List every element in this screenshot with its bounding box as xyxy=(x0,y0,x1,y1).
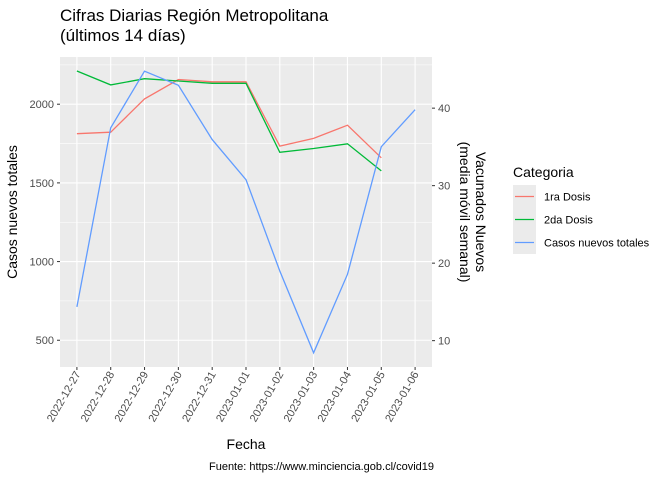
series-line xyxy=(76,70,382,172)
y-tick-label: 1000 xyxy=(30,257,54,269)
x-tick-label: 2022-12-27 xyxy=(45,370,84,425)
series-line xyxy=(76,78,382,159)
y2-tick-label: 10 xyxy=(438,336,450,348)
x-tick-label: 2023-01-01 xyxy=(214,370,253,425)
x-axis-title: Fecha xyxy=(227,436,266,452)
x-tick-label: 2022-12-29 xyxy=(113,370,152,425)
y-tick-label: 1500 xyxy=(30,178,54,190)
legend-label: 1ra Dosis xyxy=(544,192,591,204)
series-line xyxy=(76,70,416,355)
y2-axis-title: (media móvil semanal) xyxy=(457,142,473,283)
chart-title: (últimos 14 días) xyxy=(60,26,186,45)
y2-axis-title: Vacunados Nuevos xyxy=(473,152,489,272)
y-tick-label: 500 xyxy=(36,335,54,347)
x-tick-label: 2023-01-05 xyxy=(349,370,388,425)
y-axis-title: Casos nuevos totales xyxy=(4,145,20,279)
caption: Fuente: https://www.minciencia.gob.cl/co… xyxy=(209,461,434,473)
y-tick-label: 2000 xyxy=(30,99,54,111)
legend-label: Casos nuevos totales xyxy=(544,238,650,250)
y2-tick-label: 40 xyxy=(438,103,450,115)
x-tick-label: 2023-01-04 xyxy=(316,370,355,425)
y2-tick-label: 20 xyxy=(438,258,450,270)
x-tick-label: 2022-12-31 xyxy=(180,370,219,425)
x-tick-label: 2022-12-30 xyxy=(146,370,185,425)
x-tick-label: 2022-12-28 xyxy=(79,370,118,425)
legend-label: 2da Dosis xyxy=(544,215,593,227)
chart-title: Cifras Diarias Región Metropolitana xyxy=(60,6,329,25)
y2-tick-label: 30 xyxy=(438,181,450,193)
legend-title: Categoria xyxy=(513,164,574,180)
x-tick-label: 2023-01-02 xyxy=(248,370,287,425)
x-tick-label: 2023-01-03 xyxy=(282,370,321,425)
x-tick-label: 2023-01-06 xyxy=(383,370,422,425)
